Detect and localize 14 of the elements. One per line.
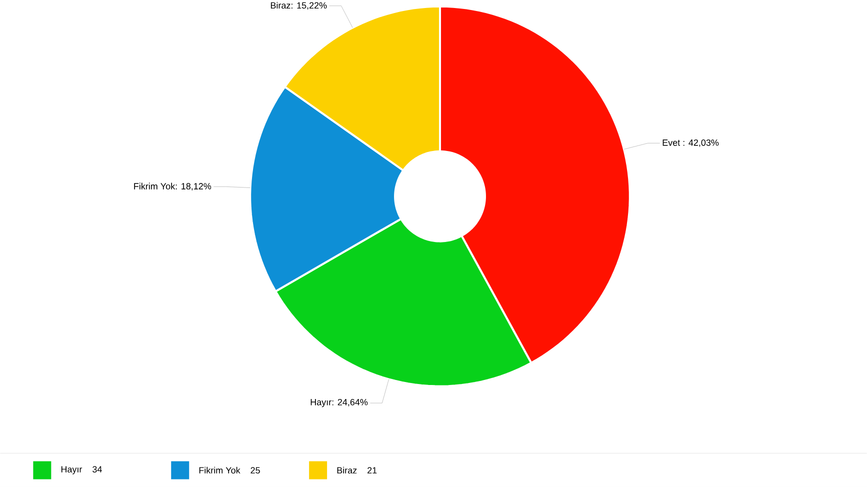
legend-label: Biraz (337, 466, 357, 474)
data-label: : 24,64% (332, 398, 368, 406)
data-label: : 15,22% (292, 2, 327, 10)
text: 25 (250, 466, 260, 474)
slice-label: Evet (662, 139, 680, 146)
slice-label: Biraz (270, 2, 290, 8)
data-label: : 42,03% (683, 139, 719, 147)
slice-label: Hayır (310, 398, 332, 407)
slice-label: Fikrim Yok (134, 182, 176, 190)
text: 21 (368, 466, 377, 474)
legend-label: Hayır (61, 466, 82, 474)
legend-label: Fikrim Yok (199, 466, 240, 474)
text: 34 (92, 466, 102, 472)
data-label: : 18,12% (176, 182, 212, 190)
